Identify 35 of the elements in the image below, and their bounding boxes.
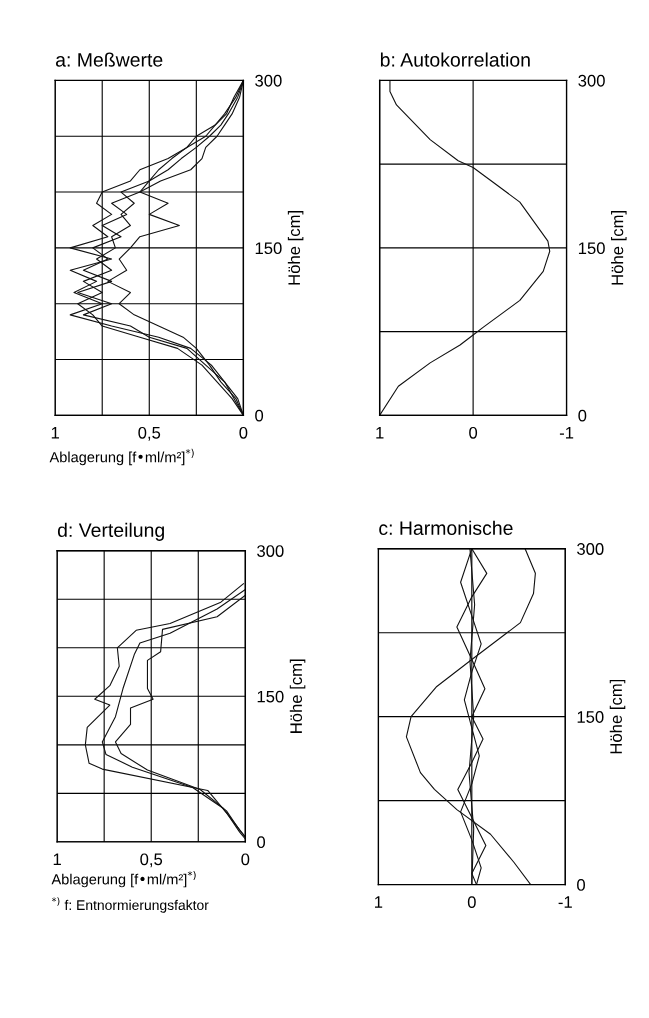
- chart-title: b: Autokorrelation: [380, 52, 530, 67]
- x-tick-label: 0: [241, 853, 250, 866]
- y-axis-title: Höhe [cm]: [289, 659, 306, 733]
- x-tick-label: 1: [375, 896, 383, 908]
- text: $^{*)}$ f: Entnormierungsfaktor: [51, 897, 209, 913]
- chart-title: a: Meßwerte: [55, 52, 163, 67]
- y-tick-label: 150: [577, 711, 604, 723]
- y-tick-label: 150: [578, 242, 605, 255]
- y-tick-label: 0: [577, 879, 586, 891]
- x-axis-title: Ablagerung [f•ml/m²]$^{*)}$: [49, 448, 194, 466]
- y-tick-label: 0: [255, 409, 264, 422]
- x-axis-title: Ablagerung [f•ml/m²]$^{*)}$: [51, 871, 196, 888]
- y-axis-title: Höhe [cm]: [287, 211, 304, 285]
- y-tick-label: 150: [255, 242, 282, 255]
- y-tick-label: 150: [257, 690, 284, 703]
- chart-title: c: Harmonische: [379, 520, 513, 535]
- x-tick-label: 0,5: [138, 426, 161, 441]
- x-tick-label: 0: [469, 426, 478, 439]
- y-tick-label: 300: [255, 74, 282, 87]
- x-tick-label: 1: [51, 427, 59, 439]
- x-tick-label: 1: [53, 853, 61, 866]
- y-axis-title: Höhe [cm]: [609, 679, 626, 754]
- y-axis-title: Höhe [cm]: [611, 211, 627, 285]
- x-tick-label: 1: [376, 427, 384, 439]
- y-tick-label: 300: [577, 543, 604, 555]
- y-tick-label: 300: [257, 545, 284, 557]
- x-tick-label: 0: [467, 896, 476, 908]
- chart-title: d: Verteilung: [57, 522, 164, 541]
- x-tick-label: -1: [559, 427, 574, 439]
- y-tick-label: 0: [578, 409, 587, 422]
- y-tick-label: 300: [578, 74, 605, 87]
- x-tick-label: 0,5: [140, 853, 163, 868]
- x-tick-label: 0: [239, 426, 248, 439]
- x-tick-label: -1: [558, 896, 572, 908]
- y-tick-label: 0: [257, 836, 266, 849]
